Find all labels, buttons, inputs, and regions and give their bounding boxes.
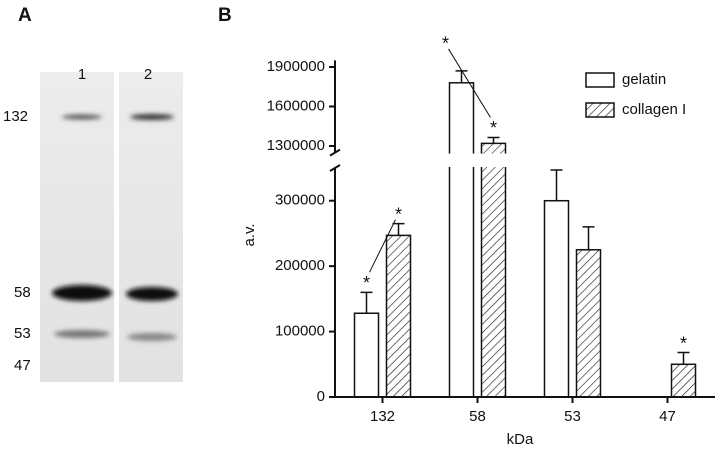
blot bbox=[40, 72, 183, 382]
annotation: * bbox=[490, 118, 497, 138]
bar bbox=[448, 82, 475, 398]
y-tick-label: 300000 bbox=[275, 192, 325, 209]
y-tick-label: 1300000 bbox=[267, 137, 325, 154]
marker-label: 58 bbox=[14, 284, 31, 301]
error-bar bbox=[550, 169, 563, 201]
y-tick-label: 1900000 bbox=[267, 58, 325, 75]
annotation: * bbox=[395, 204, 402, 224]
x-tick-label: 53 bbox=[564, 408, 581, 425]
bar bbox=[670, 363, 697, 398]
y-tick-label: 1600000 bbox=[267, 97, 325, 114]
marker-label: 47 bbox=[14, 357, 31, 374]
bar bbox=[543, 199, 570, 398]
band bbox=[130, 114, 174, 120]
y-tick-label: 0 bbox=[317, 388, 325, 405]
axis-break-mark bbox=[329, 148, 341, 172]
y-tick-label: 100000 bbox=[275, 323, 325, 340]
band bbox=[52, 285, 112, 301]
band bbox=[62, 114, 102, 120]
annotation: * bbox=[363, 273, 370, 293]
legend-label: gelatin bbox=[622, 71, 666, 88]
band bbox=[54, 330, 110, 338]
legend-swatch bbox=[585, 102, 615, 118]
legend-label: collagen I bbox=[622, 101, 686, 118]
annotation: * bbox=[680, 333, 687, 353]
lane-label: 2 bbox=[144, 66, 152, 83]
panel-label: A bbox=[18, 5, 32, 26]
error-bar bbox=[677, 351, 690, 365]
bar bbox=[480, 142, 507, 398]
bar bbox=[353, 312, 380, 398]
x-tick-label: 132 bbox=[370, 408, 395, 425]
marker-label: 53 bbox=[14, 325, 31, 342]
annotation-line bbox=[448, 48, 491, 118]
x-tick-label: 58 bbox=[469, 408, 486, 425]
error-bar bbox=[360, 291, 373, 314]
legend-swatch bbox=[585, 72, 615, 88]
x-tick-label: 47 bbox=[659, 408, 676, 425]
lane-image bbox=[119, 72, 183, 382]
y-tick-label: 200000 bbox=[275, 257, 325, 274]
error-bar bbox=[487, 136, 500, 144]
annotation: * bbox=[442, 34, 449, 54]
x-axis-label: kDa bbox=[507, 431, 534, 448]
bar bbox=[575, 249, 602, 398]
error-bar bbox=[582, 226, 595, 250]
band bbox=[127, 333, 177, 341]
axis-break bbox=[327, 153, 527, 167]
marker-label: 132 bbox=[3, 108, 28, 125]
y-axis-label: a.v. bbox=[241, 223, 258, 246]
lane-label: 1 bbox=[78, 66, 86, 83]
error-bar bbox=[392, 222, 405, 236]
bar bbox=[385, 234, 412, 398]
panel-label: B bbox=[218, 5, 232, 26]
annotation-line bbox=[369, 219, 396, 273]
band bbox=[126, 287, 178, 301]
